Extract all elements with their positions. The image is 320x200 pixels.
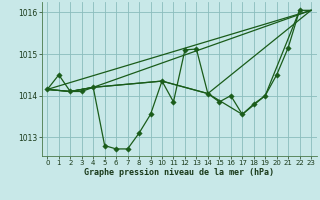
X-axis label: Graphe pression niveau de la mer (hPa): Graphe pression niveau de la mer (hPa) xyxy=(84,168,274,177)
